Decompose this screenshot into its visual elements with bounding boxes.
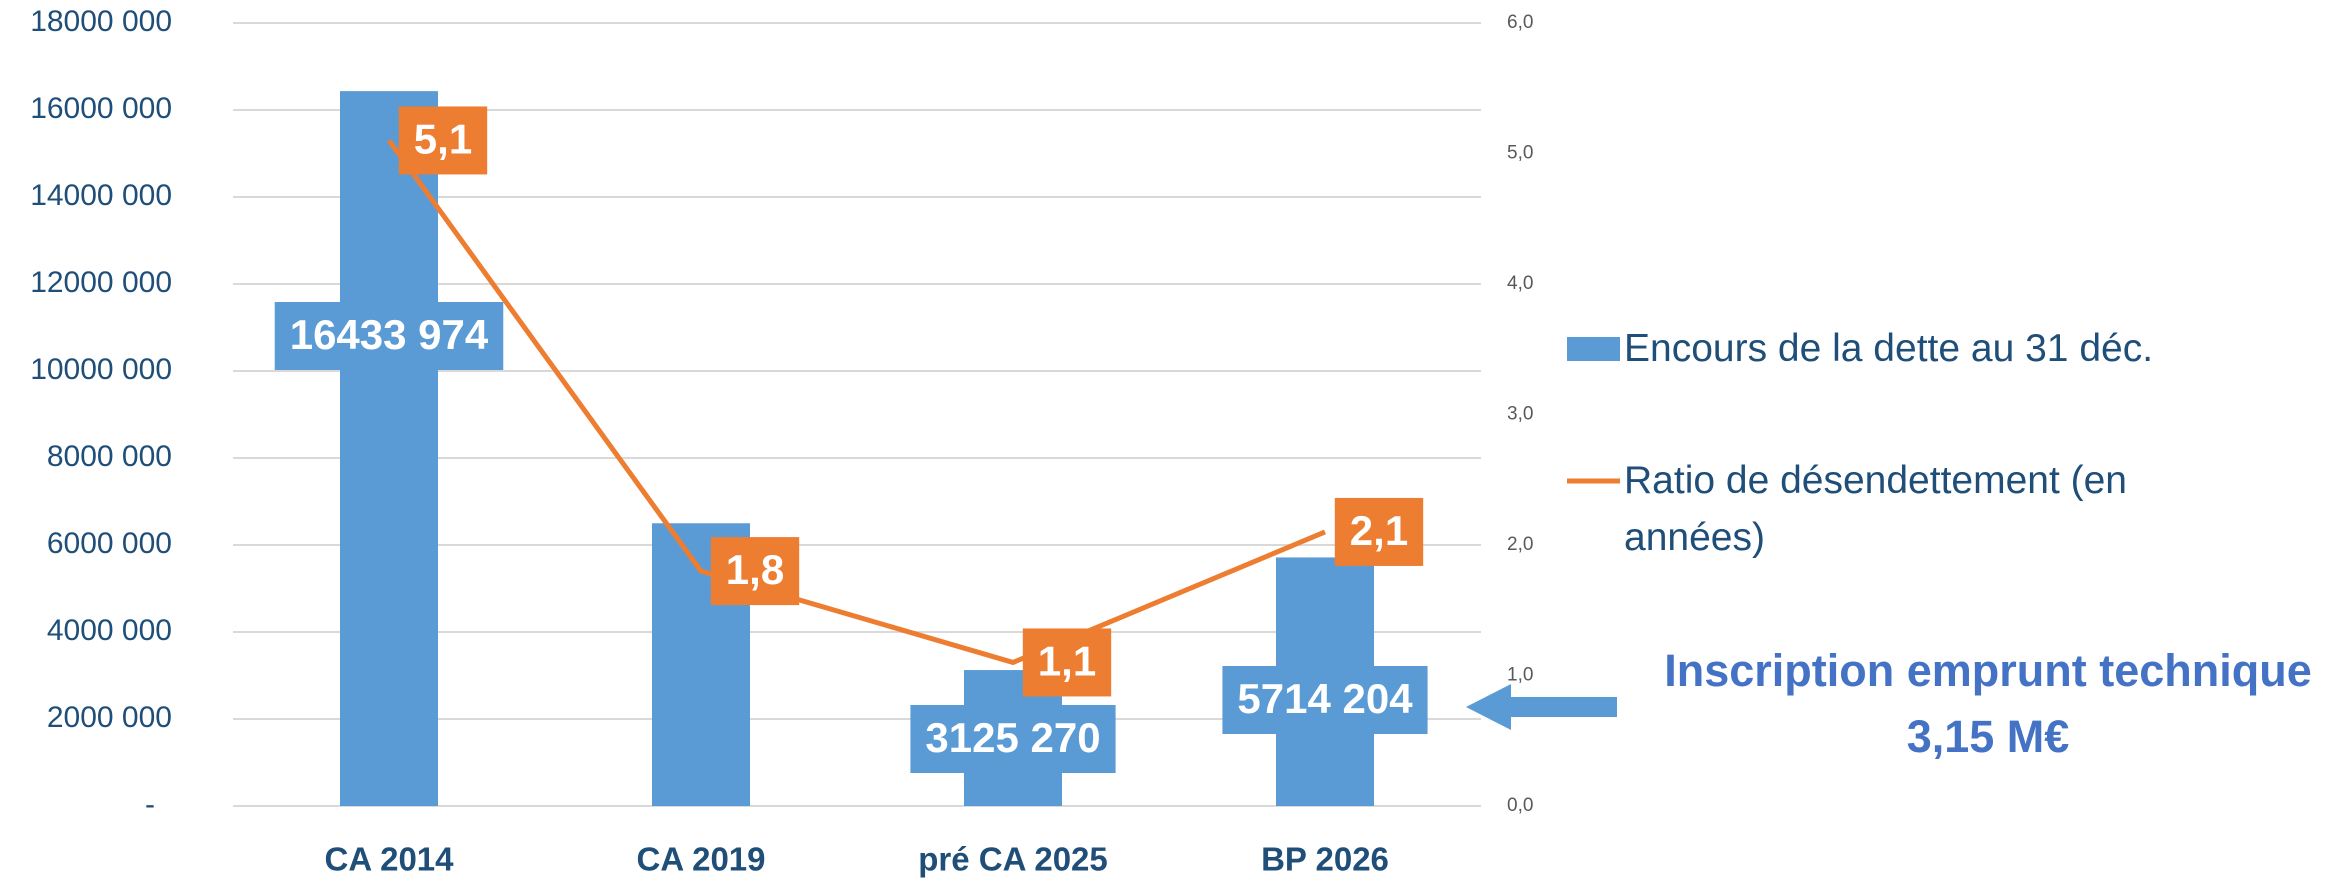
legend-label: Ratio de désendettement (en années) (1624, 459, 2128, 559)
line-value-label: 5,1 (414, 116, 472, 163)
line (386, 138, 1326, 666)
y2-tick-label: 5,0 (1507, 143, 1533, 164)
y-tick-label: 2000 000 (47, 701, 172, 734)
bar-value-label-box (1222, 666, 1428, 734)
bar (340, 91, 438, 806)
line-value-label-box (398, 106, 488, 175)
line-value-label: 1,8 (726, 546, 784, 593)
annotation: 3,15 M€ (1907, 711, 2070, 762)
bar-value-label: 3125 270 (925, 714, 1100, 761)
y2-tick-label: 4,0 (1507, 273, 1533, 294)
annotation: Inscription emprunt technique (1664, 645, 2312, 696)
bar-value-label-box (910, 705, 1116, 773)
legend-swatch-bar (1567, 337, 1620, 361)
line-value-label: 1,1 (1038, 638, 1096, 685)
y-tick-label: - (145, 788, 155, 821)
y-tick-label: 10000 000 (30, 353, 172, 386)
annotation-arrow (1466, 684, 1617, 730)
y-tick-label: 4000 000 (47, 614, 172, 647)
bar-value-label: 5714 204 (1237, 675, 1413, 722)
y2-tick-label: 0,0 (1507, 795, 1533, 816)
y-tick-label: 16000 000 (30, 92, 172, 125)
x-tick-label: CA 2014 (324, 841, 454, 878)
legend-label: Encours de la dette au 31 déc. (1624, 327, 2154, 370)
bar-value-label-box (274, 302, 504, 370)
line-value-label: 2,1 (1350, 507, 1408, 554)
y2-tick-label: 1,0 (1507, 665, 1533, 686)
line-value-label-box (710, 537, 800, 606)
y2-tick-label: 6,0 (1507, 12, 1533, 33)
y2-tick-label: 3,0 (1507, 404, 1533, 425)
y-tick-label: 14000 000 (30, 179, 172, 212)
bar-value-label: 16433 974 (290, 311, 489, 358)
x-tick-label: BP 2026 (1261, 841, 1389, 878)
y-tick-label: 8000 000 (47, 440, 172, 473)
line-value-label-box (1334, 497, 1424, 566)
y-tick-label: 18000 000 (30, 5, 172, 38)
y-tick-label: 6000 000 (47, 527, 172, 560)
x-tick-label: pré CA 2025 (918, 841, 1108, 878)
x-tick-label: CA 2019 (636, 841, 765, 878)
line-value-label-box (1022, 628, 1112, 697)
y-tick-label: 12000 000 (30, 266, 172, 299)
y2-tick-label: 2,0 (1507, 534, 1533, 555)
